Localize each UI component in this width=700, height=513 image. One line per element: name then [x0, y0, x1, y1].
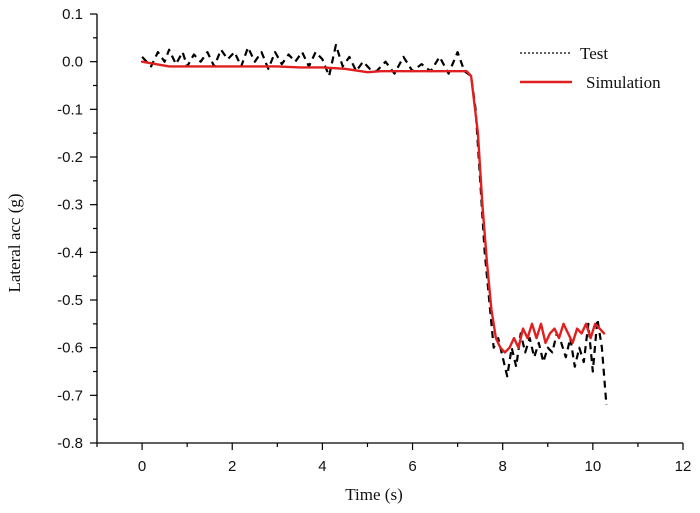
series-line-simulation: [140, 60, 606, 354]
tick-marks: [90, 13, 684, 450]
y-tick-label: 0.0: [62, 54, 83, 71]
y-tick-label: -0.5: [57, 292, 83, 309]
x-tick-labels: 0 2 4 6 8 10 12: [138, 458, 691, 475]
y-tick-label: -0.4: [57, 244, 83, 261]
y-tick-label: -0.7: [57, 387, 83, 404]
x-tick-label: 10: [585, 458, 602, 475]
legend: Test Simulation: [512, 36, 688, 98]
y-tick-label: -0.6: [57, 340, 83, 357]
x-tick-label: 6: [408, 458, 416, 475]
series-layer: [140, 43, 608, 405]
y-tick-label: -0.1: [57, 101, 83, 118]
x-tick-label: 4: [318, 458, 326, 475]
x-tick-label: 2: [228, 458, 236, 475]
y-tick-labels: 0.1 0.0 -0.1 -0.2 -0.3 -0.4 -0.5 -0.6 -0.7 -0.8: [57, 6, 83, 452]
series-line-test: [141, 43, 608, 405]
legend-simulation-label: Simulation: [586, 73, 661, 92]
x-tick-label: 8: [499, 458, 507, 475]
legend-box: [512, 36, 688, 98]
x-tick-label: 0: [138, 458, 146, 475]
y-tick-label: -0.2: [57, 149, 83, 166]
y-tick-label: 0.1: [62, 6, 83, 23]
y-tick-label: -0.3: [57, 197, 83, 214]
y-axis-title: Lateral acc (g): [5, 193, 24, 292]
x-tick-label: 12: [675, 458, 692, 475]
y-tick-label: -0.8: [57, 435, 83, 452]
x-axis-title: Time (s): [345, 485, 402, 504]
legend-test-label: Test: [580, 44, 608, 63]
